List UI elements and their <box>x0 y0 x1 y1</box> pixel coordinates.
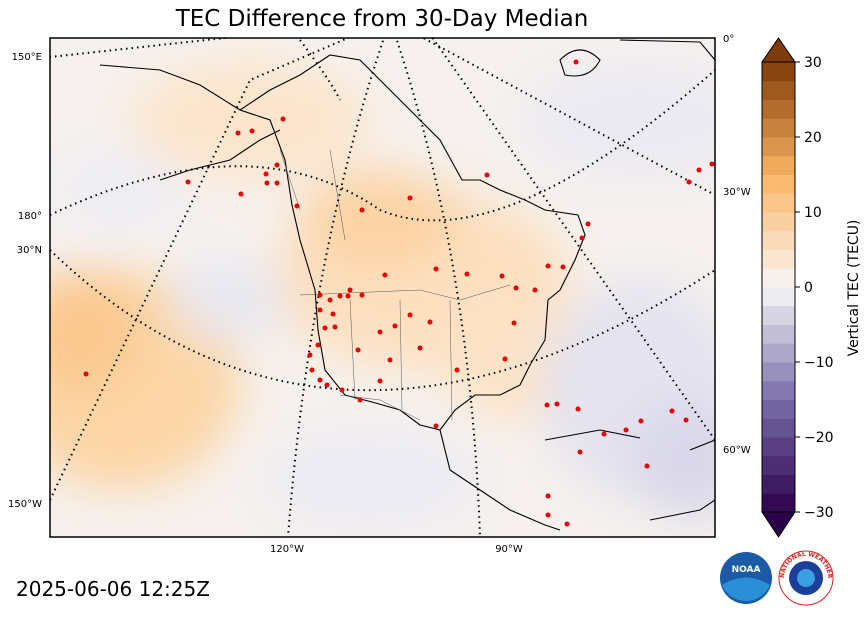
colorbar-band <box>762 155 795 175</box>
coastlines <box>99 39 715 531</box>
colorbar-band <box>762 230 795 250</box>
colorbar-band <box>762 174 795 194</box>
colorbar-band <box>762 268 795 288</box>
colorbar-band <box>762 80 795 100</box>
colorbar-tick-label: −10 <box>804 355 834 371</box>
colorbar-band <box>762 437 795 457</box>
colorbar-tick-label: 0 <box>804 280 813 296</box>
colorbar-band <box>762 249 795 269</box>
colorbar-tick-label: −20 <box>804 430 834 446</box>
graticule-label: 150°W <box>8 499 42 510</box>
colorbar-band <box>762 212 795 232</box>
colorbar-band <box>762 455 795 475</box>
map-frame <box>49 37 716 538</box>
colorbar-tick-label: 10 <box>804 205 822 221</box>
graticule-label: 150°E <box>12 52 42 63</box>
colorbar-band <box>762 193 795 213</box>
graticule-label: 0° <box>723 34 734 45</box>
graticule-label: 180° <box>18 211 42 222</box>
graticule-label: 120°W <box>270 544 304 555</box>
colorbar-band <box>762 137 795 157</box>
colorbar-band <box>762 418 795 438</box>
colorbar-tick-label: −30 <box>804 505 834 521</box>
graticule-label: 60°W <box>723 445 751 456</box>
colorbar-band <box>762 324 795 344</box>
noaa-logo: NOAA <box>720 552 772 604</box>
colorbar-band <box>762 99 795 119</box>
colorbar-band <box>762 287 795 307</box>
colorbar-band <box>762 305 795 325</box>
colorbar-tick-label: 20 <box>804 130 822 146</box>
colorbar: −30 −20 −10 0 10 20 30 <box>761 37 834 538</box>
colorbar-label: Vertical TEC (TECU) <box>846 220 862 357</box>
borders <box>279 149 511 421</box>
colorbar-band <box>762 399 795 419</box>
colorbar-band <box>762 343 795 363</box>
colorbar-band <box>762 362 795 382</box>
graticule-label: 90°W <box>495 544 523 555</box>
colorbar-extend-top <box>761 37 796 63</box>
colorbar-tick-label: 30 <box>804 55 822 71</box>
stations <box>83 59 715 527</box>
colorbar-band <box>762 474 795 494</box>
tec-field <box>50 60 715 530</box>
colorbar-band <box>762 380 795 400</box>
map <box>50 38 715 537</box>
graticule-label: 30°W <box>723 187 751 198</box>
colorbar-band <box>762 118 795 138</box>
graticule-label: 30°N <box>17 245 42 256</box>
colorbar-extend-bottom <box>761 511 796 538</box>
noaa-text: NOAA <box>732 565 761 575</box>
map-title: TEC Difference from 30-Day Median <box>175 6 589 32</box>
colorbar-band <box>762 62 795 82</box>
colorbar-band <box>762 493 795 513</box>
timestamp: 2025-06-06 12:25Z <box>16 577 210 601</box>
